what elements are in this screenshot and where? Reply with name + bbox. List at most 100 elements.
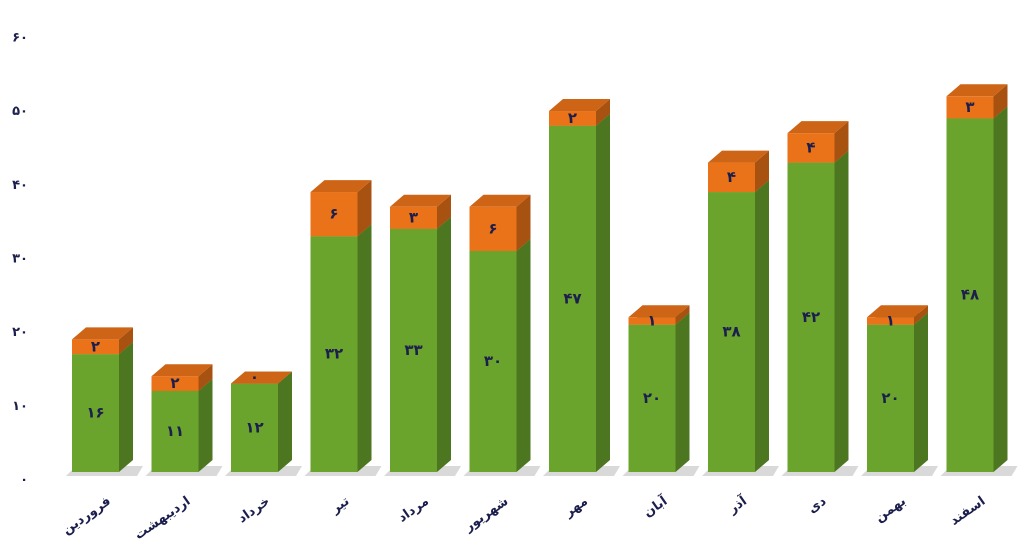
- data-label: ۳۰: [484, 352, 502, 370]
- x-tick-label: بهمن: [872, 494, 908, 526]
- x-tick-label: اسفند: [947, 494, 988, 529]
- bar-side: [993, 84, 1008, 119]
- data-label: ۲: [568, 109, 577, 127]
- x-tick-label: تیر: [328, 494, 352, 517]
- bar-side: [834, 121, 849, 163]
- data-label: ۱۲: [245, 418, 263, 436]
- bar: [946, 96, 994, 119]
- y-tick-label: ۴۰: [12, 178, 28, 193]
- x-tick-label: شهریور: [461, 494, 511, 536]
- bar: [151, 390, 199, 472]
- bar-top: [72, 327, 133, 340]
- y-tick-label: ۱۰: [12, 399, 28, 414]
- bar-side: [755, 150, 769, 193]
- data-label: ۳: [409, 208, 418, 226]
- data-label: ۲۰: [881, 389, 899, 407]
- bar-top: [787, 121, 849, 134]
- data-label: ۴۷: [563, 289, 581, 307]
- bar-top: [946, 84, 1008, 97]
- y-tick-label: ۲۰: [12, 325, 28, 340]
- y-tick-label: ۵۰: [12, 104, 28, 119]
- bar-side: [675, 305, 690, 325]
- bar: [708, 192, 755, 473]
- x-tick-label: مهر: [561, 494, 591, 521]
- bar-top: [628, 305, 690, 318]
- bar: [708, 162, 755, 193]
- bar: [867, 324, 914, 472]
- bar-top: [549, 99, 610, 112]
- data-label: ۴: [806, 138, 815, 156]
- bar-side: [119, 327, 133, 355]
- bar-top: [151, 364, 213, 377]
- data-label: ۲: [91, 337, 100, 355]
- bar: [151, 376, 199, 391]
- bar: [390, 206, 437, 229]
- x-tick-label: اردیبهشت: [132, 494, 193, 543]
- bar: [310, 236, 358, 472]
- x-tick-label: مرداد: [395, 494, 431, 526]
- bar-side: [834, 150, 849, 472]
- bar-side: [278, 371, 292, 472]
- data-label: ۴۸: [961, 286, 979, 304]
- bar-side: [357, 180, 372, 237]
- data-label: ۶: [488, 219, 497, 237]
- bar-side: [914, 312, 928, 472]
- data-label: ۱۶: [86, 404, 104, 422]
- x-tick-label: آبان: [640, 492, 671, 521]
- bar: [787, 162, 835, 472]
- bar: [72, 354, 119, 472]
- bar-top: [708, 150, 769, 163]
- bar-top: [469, 194, 531, 207]
- bar: [946, 118, 994, 473]
- x-tick-label: فروردین: [60, 494, 114, 538]
- bar: [867, 317, 914, 325]
- bar-top: [390, 194, 451, 207]
- bar: [310, 192, 358, 237]
- bar-side: [755, 180, 769, 473]
- bar: [628, 317, 676, 325]
- bar-side: [437, 194, 451, 229]
- data-label: ۱۱: [166, 422, 184, 440]
- bar: [469, 251, 517, 472]
- bar-side: [119, 342, 133, 472]
- y-tick-label: ۳۰: [12, 252, 28, 267]
- bar-top: [310, 180, 372, 193]
- x-tick-label: دی: [805, 494, 829, 517]
- bar-side: [198, 378, 213, 472]
- bar-side: [516, 239, 531, 472]
- bar-side: [675, 312, 690, 472]
- data-label: ۳۸: [722, 323, 740, 341]
- data-label: ۴: [727, 168, 736, 186]
- bar-side: [914, 305, 928, 325]
- bar: [231, 383, 278, 472]
- bar-side: [198, 364, 213, 391]
- bar-side: [993, 106, 1008, 473]
- bar-top: [867, 305, 928, 318]
- bar-side: [516, 194, 531, 251]
- data-label: ۳۳: [404, 341, 422, 359]
- data-label: ۴۲: [802, 308, 820, 326]
- bar-side: [596, 113, 610, 473]
- bar: [787, 133, 835, 163]
- bar-top: [231, 371, 292, 384]
- x-tick-label: آذر: [724, 492, 750, 517]
- y-tick-label: ۰: [20, 473, 28, 488]
- data-label: ۶: [329, 205, 338, 223]
- data-label: ۳: [965, 98, 974, 116]
- bar: [549, 125, 596, 473]
- bar-side: [357, 224, 372, 472]
- bar: [390, 228, 437, 472]
- bar-side: [596, 99, 610, 126]
- x-tick-label: خرداد: [235, 494, 272, 527]
- y-tick-label: ۶۰: [12, 31, 28, 46]
- bar: [72, 339, 119, 355]
- bar: [549, 111, 596, 126]
- bar: [469, 206, 517, 251]
- bar: [628, 324, 676, 472]
- data-label: ۰: [250, 368, 259, 386]
- data-label: ۱: [886, 311, 895, 329]
- data-label: ۲: [170, 374, 179, 392]
- data-label: ۲۰: [643, 389, 661, 407]
- data-label: ۳۲: [325, 345, 343, 363]
